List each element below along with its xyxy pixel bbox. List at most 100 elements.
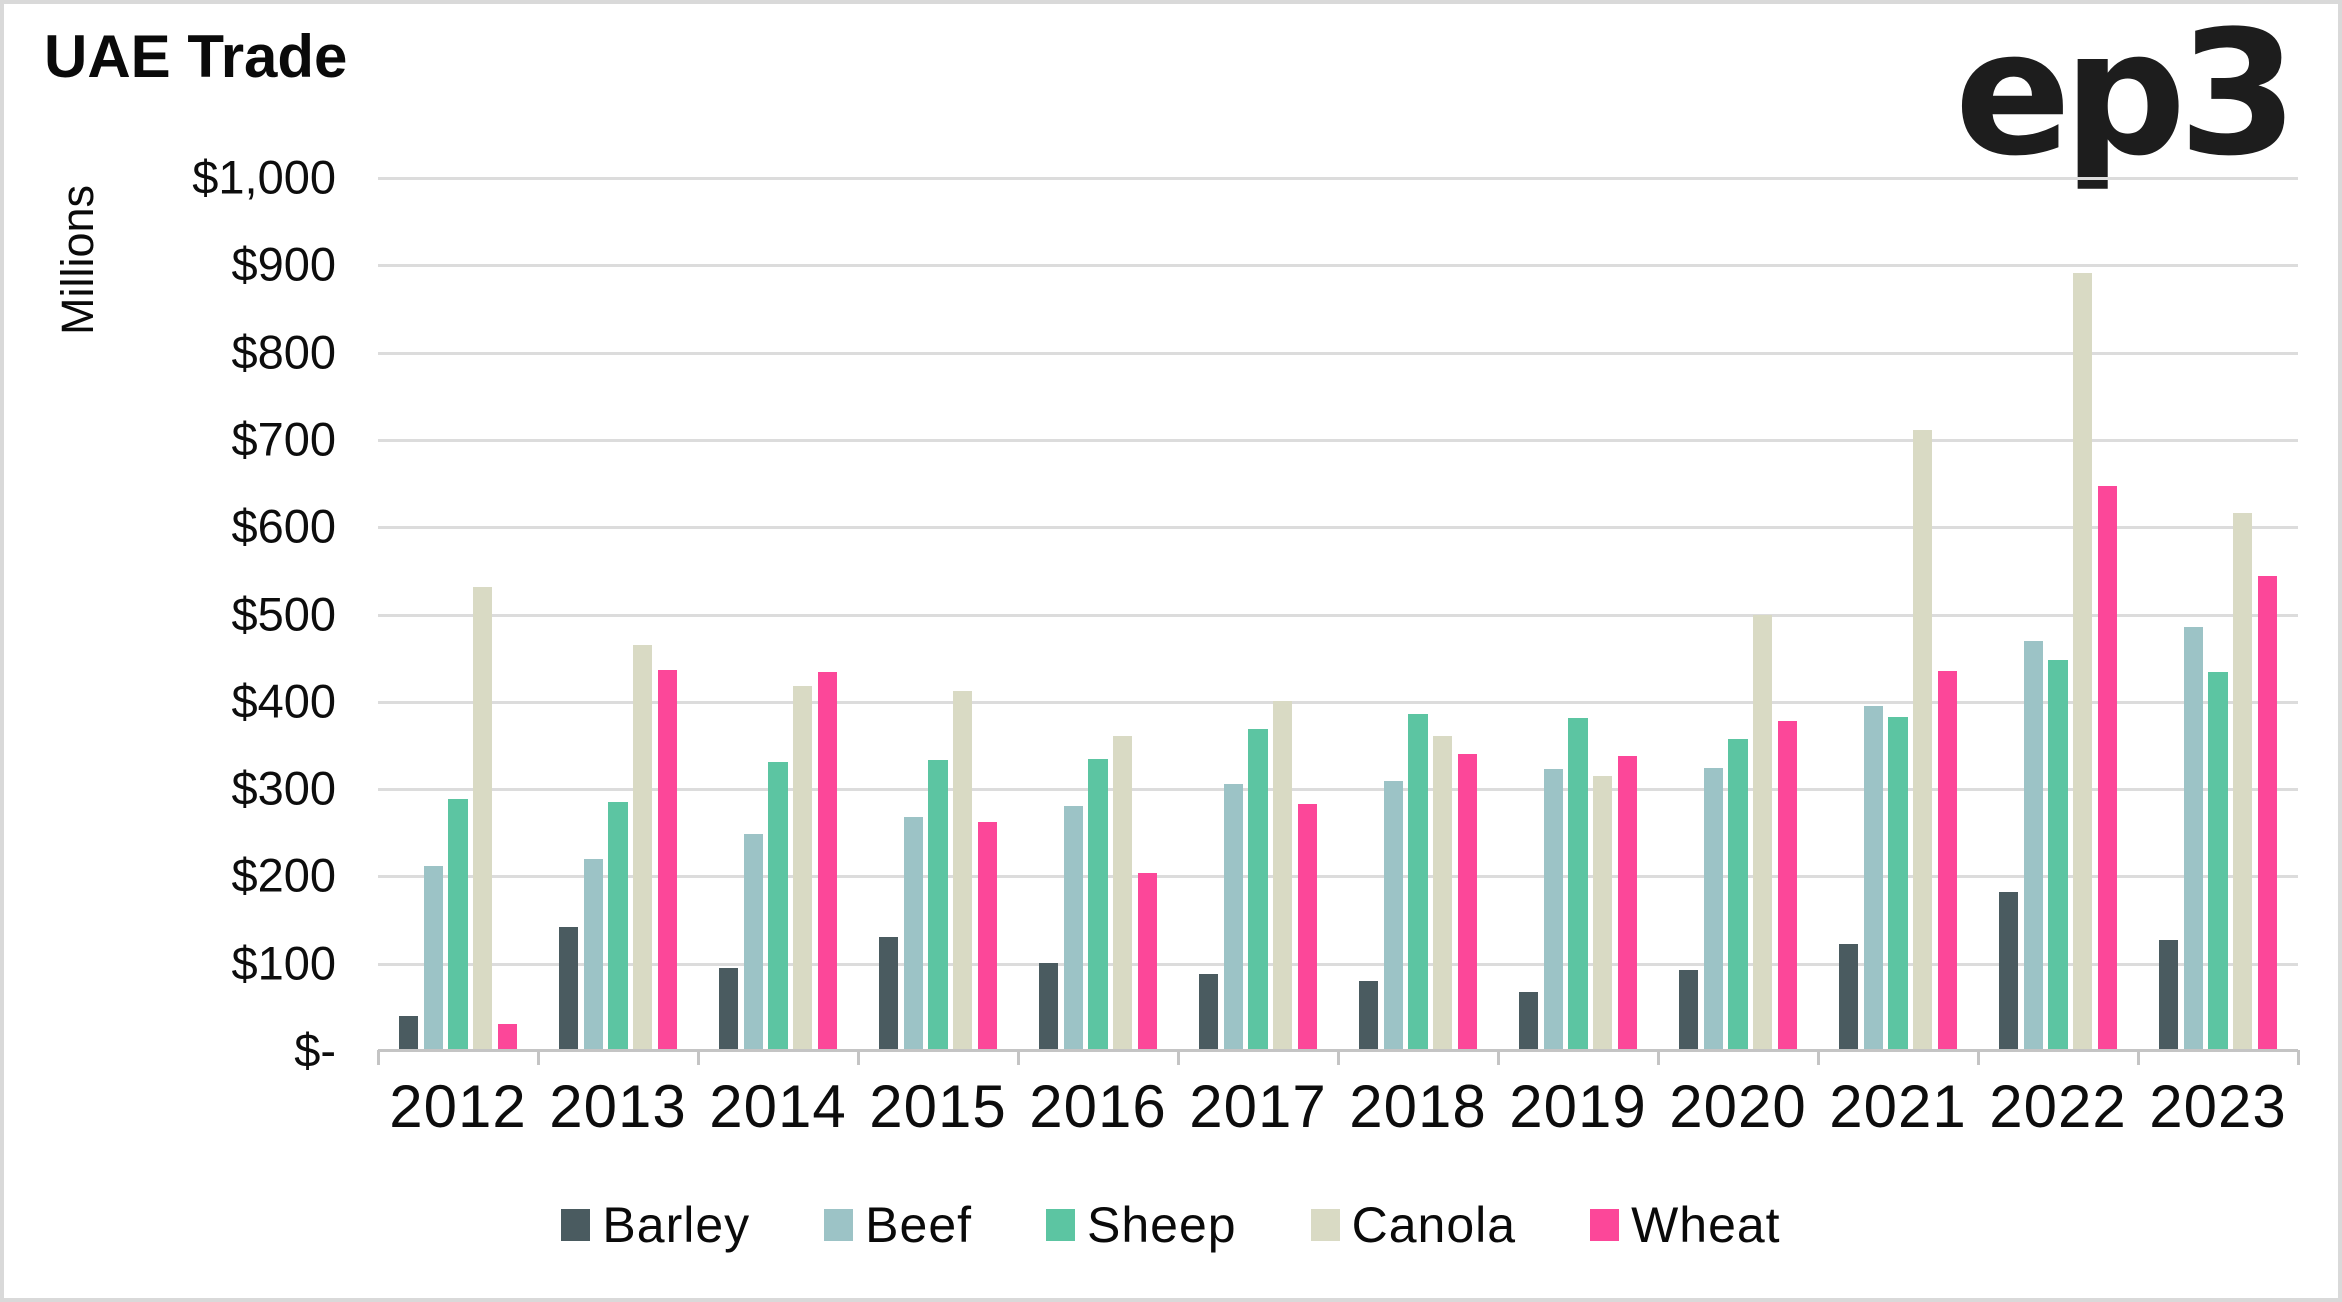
y-tick-label: $800 <box>231 325 336 379</box>
x-tick-label-2021: 2021 <box>1829 1073 1967 1140</box>
x-axis-tick-mark <box>1177 1050 1180 1065</box>
bar-barley-2021 <box>1838 944 1859 1050</box>
bar-sheep-2022 <box>2048 659 2068 1050</box>
bar-canola-2014 <box>792 685 813 1050</box>
y-tick-label: $- <box>294 1023 336 1077</box>
legend-label-sheep: Sheep <box>1087 1197 1237 1253</box>
bar-canola-2019 <box>1592 775 1613 1050</box>
bar-canola-2017 <box>1272 700 1293 1050</box>
bar-wheat-2013 <box>657 670 678 1050</box>
bar-beef-2017 <box>1223 783 1244 1050</box>
bar-wheat-2020 <box>1777 720 1798 1050</box>
bar-barley-2020 <box>1678 969 1699 1050</box>
legend-swatch-canola <box>1310 1209 1340 1241</box>
gridline <box>378 439 2298 442</box>
x-axis-tick-mark <box>1497 1050 1500 1065</box>
legend-label-wheat: Wheat <box>1631 1197 1781 1253</box>
legend-item-beef: Beef <box>824 1196 972 1254</box>
bar-barley-2023 <box>2158 940 2179 1050</box>
gridline <box>378 788 2298 791</box>
bar-beef-2021 <box>1863 706 1884 1050</box>
bar-beef-2015 <box>903 816 924 1050</box>
legend-label-beef: Beef <box>865 1197 973 1253</box>
bar-beef-2016 <box>1063 805 1084 1050</box>
gridline <box>378 526 2298 529</box>
bar-wheat-2019 <box>1617 755 1638 1050</box>
x-tick-label-2012: 2012 <box>389 1073 527 1140</box>
bar-barley-2012 <box>398 1015 419 1050</box>
x-axis-tick-mark <box>857 1050 860 1065</box>
bar-canola-2020 <box>1752 615 1773 1050</box>
x-axis-tick-mark <box>2297 1050 2300 1065</box>
x-axis-tick-labels: 2012 2013 2014 2015 2016 2017 2018 2019 2020 2021… <box>378 1072 2298 1144</box>
bar-wheat-2017 <box>1297 803 1318 1050</box>
bar-beef-2013 <box>583 858 604 1050</box>
x-axis-tick-mark <box>2137 1050 2140 1065</box>
legend-swatch-wheat <box>1590 1209 1620 1241</box>
x-tick-label-2020: 2020 <box>1669 1073 1807 1140</box>
bar-barley-2014 <box>718 967 739 1050</box>
bar-canola-2012 <box>472 587 493 1050</box>
bar-wheat-2023 <box>2257 575 2278 1050</box>
legend-label-canola: Canola <box>1351 1197 1517 1253</box>
bar-canola-2016 <box>1112 735 1133 1050</box>
bar-canola-2015 <box>952 691 973 1050</box>
legend-swatch-barley <box>561 1209 591 1241</box>
bar-beef-2012 <box>423 865 444 1050</box>
bar-beef-2020 <box>1703 768 1724 1050</box>
gridline <box>378 614 2298 617</box>
legend-item-barley: Barley <box>561 1196 750 1254</box>
gridline <box>378 177 2298 180</box>
x-tick-label-2022: 2022 <box>1989 1073 2127 1140</box>
gridline <box>378 352 2298 355</box>
y-tick-label: $500 <box>231 587 336 641</box>
bar-beef-2023 <box>2183 627 2204 1050</box>
bar-sheep-2018 <box>1408 713 1428 1050</box>
y-tick-label: $400 <box>231 674 336 728</box>
x-tick-label-2015: 2015 <box>869 1073 1007 1140</box>
y-tick-label: $300 <box>231 761 336 815</box>
y-tick-label: $1,000 <box>192 150 336 204</box>
x-tick-label-2019: 2019 <box>1509 1073 1647 1140</box>
x-tick-label-2023: 2023 <box>2149 1073 2287 1140</box>
gridline <box>378 963 2298 966</box>
x-tick-label-2016: 2016 <box>1029 1073 1167 1140</box>
legend-swatch-sheep <box>1046 1209 1076 1241</box>
bar-sheep-2014 <box>768 761 788 1050</box>
bar-sheep-2013 <box>608 802 628 1050</box>
bar-wheat-2012 <box>497 1023 518 1050</box>
legend-swatch-beef <box>824 1209 854 1241</box>
gridline <box>378 875 2298 878</box>
bar-sheep-2019 <box>1568 718 1588 1050</box>
y-tick-label: $900 <box>231 237 336 291</box>
bar-wheat-2018 <box>1457 754 1478 1050</box>
x-axis-tick-mark <box>1977 1050 1980 1065</box>
x-axis-tick-mark <box>1017 1050 1020 1065</box>
bar-beef-2019 <box>1543 768 1564 1050</box>
x-axis-tick-mark <box>1657 1050 1660 1065</box>
bar-barley-2017 <box>1198 974 1219 1050</box>
bar-sheep-2017 <box>1248 728 1268 1050</box>
bar-wheat-2014 <box>817 672 838 1050</box>
bar-canola-2021 <box>1912 430 1933 1050</box>
x-axis-tick-mark <box>377 1050 380 1065</box>
gridline <box>378 264 2298 267</box>
bar-canola-2023 <box>2232 513 2253 1050</box>
y-tick-label: $700 <box>231 412 336 466</box>
bar-sheep-2020 <box>1728 739 1748 1050</box>
x-axis-tick-mark <box>697 1050 700 1065</box>
bar-barley-2019 <box>1518 991 1539 1050</box>
bar-barley-2016 <box>1038 962 1059 1050</box>
legend-label-barley: Barley <box>602 1197 751 1253</box>
bar-barley-2015 <box>878 937 899 1050</box>
chart-title: UAE Trade <box>44 23 348 90</box>
bar-canola-2013 <box>632 644 653 1050</box>
bar-beef-2022 <box>2023 641 2044 1050</box>
bar-canola-2022 <box>2072 273 2093 1050</box>
legend-item-sheep: Sheep <box>1046 1196 1237 1254</box>
bar-sheep-2015 <box>928 760 948 1050</box>
x-tick-label-2014: 2014 <box>709 1073 847 1140</box>
y-tick-label: $600 <box>231 499 336 553</box>
ep3-logo: ep3 <box>1954 0 2298 194</box>
bar-beef-2014 <box>743 834 764 1050</box>
